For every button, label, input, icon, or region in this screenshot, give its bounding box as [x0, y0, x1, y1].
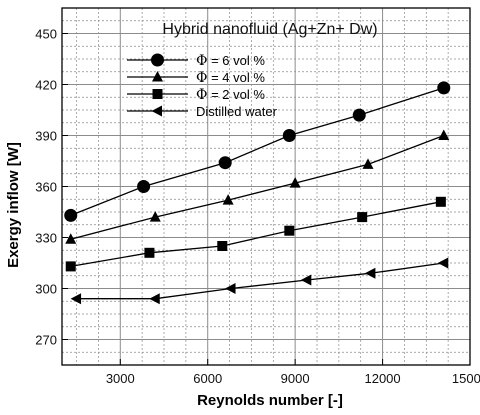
legend-text: = 4 vol %: [207, 70, 265, 85]
legend-entry: Distilled water: [127, 104, 278, 119]
y-tick-label: 450: [35, 27, 57, 42]
y-axis-label: Exergy inflow [W]: [5, 142, 22, 268]
x-tick-label: 15000: [452, 371, 480, 386]
grid: [62, 8, 470, 365]
data-point: [217, 241, 228, 251]
data-point: [352, 108, 366, 122]
data-point: [149, 293, 160, 305]
y-axis: 270 300 330 360 390 420 450: [35, 27, 68, 348]
data-point: [137, 180, 151, 193]
legend-text: = 6 vol %: [207, 53, 265, 68]
legend-marker: [151, 53, 164, 67]
data-point: [437, 257, 449, 269]
y-tick-label: 420: [35, 78, 57, 93]
data-point: [438, 129, 450, 140]
data-point: [357, 212, 368, 223]
data-point: [284, 225, 295, 236]
legend-symbol: Φ: [196, 70, 207, 86]
legend-symbol: Φ: [196, 87, 207, 103]
y-tick-label: 390: [35, 129, 57, 144]
series-line: [70, 87, 444, 217]
legend-label: Φ = 2 vol %: [196, 87, 265, 103]
y-tick-label: 360: [35, 180, 57, 195]
x-tick-label: 3000: [106, 371, 135, 386]
data-point: [362, 158, 374, 169]
data-point: [282, 129, 296, 142]
data-point: [70, 293, 82, 305]
series-2: [65, 129, 450, 244]
x-tick-label: 9000: [281, 371, 310, 386]
data-point: [149, 211, 161, 222]
legend-label: Distilled water: [196, 104, 278, 119]
legend-marker: [152, 71, 163, 82]
data-point: [65, 233, 77, 244]
legend: Φ = 6 vol %Φ = 4 vol %Φ = 2 vol %Distill…: [127, 53, 278, 119]
legend-text: = 2 vol %: [207, 87, 265, 102]
legend-label: Φ = 4 vol %: [196, 70, 265, 86]
x-tick-label: 6000: [193, 371, 222, 386]
series-line: [70, 134, 445, 240]
series-line: [70, 201, 442, 268]
legend-symbol: Φ: [196, 53, 207, 69]
y-tick-label: 300: [35, 282, 57, 297]
legend-entry: Φ = 4 vol %: [127, 70, 265, 86]
series-layer: [64, 81, 451, 305]
data-point: [300, 274, 312, 286]
y-tick-label: 330: [35, 231, 57, 246]
legend-label: Φ = 6 vol %: [196, 53, 265, 69]
data-point: [435, 196, 446, 207]
x-axis-label: Reynolds number [-]: [197, 392, 343, 409]
series-1: [64, 81, 451, 222]
x-axis: 3000 6000 9000 12000 15000: [106, 359, 480, 386]
chart-title: Hybrid nanofluid (Ag+Zn+ Dw): [162, 21, 377, 38]
series-line: [76, 262, 444, 300]
legend-text: Distilled water: [196, 104, 278, 119]
series-4: [70, 257, 449, 305]
data-point: [437, 81, 451, 95]
data-point: [225, 283, 236, 294]
series-3: [65, 196, 446, 272]
legend-marker: [151, 105, 162, 117]
y-tick-label: 270: [35, 333, 57, 348]
data-point: [218, 156, 232, 170]
data-point: [144, 247, 155, 258]
x-tick-label: 12000: [364, 371, 400, 386]
data-point: [289, 177, 301, 188]
data-point: [65, 261, 76, 272]
data-point: [364, 267, 376, 279]
legend-marker: [152, 89, 163, 99]
legend-entry: Φ = 6 vol %: [127, 53, 265, 69]
data-point: [64, 208, 78, 222]
legend-entry: Φ = 2 vol %: [127, 87, 265, 103]
data-point: [222, 194, 234, 205]
